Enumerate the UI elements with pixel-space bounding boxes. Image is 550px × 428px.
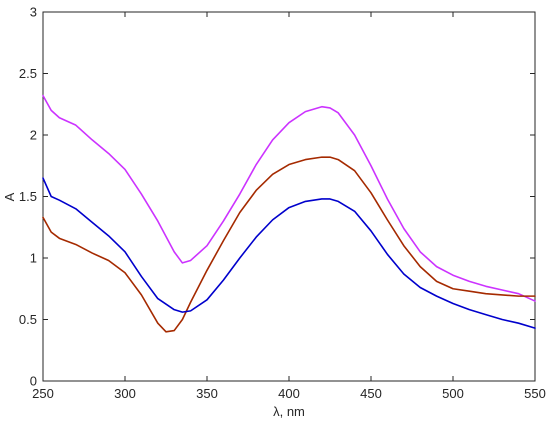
x-tick-label: 450 [360,386,382,401]
series-line-1 [42,94,536,302]
y-tick-label: 2 [30,128,37,143]
plot-frame [42,11,536,382]
x-tick-label: 500 [442,386,464,401]
y-tick-label: 3 [30,5,37,20]
x-tick-label: 250 [32,386,54,401]
x-tick-label: 300 [114,386,136,401]
x-tick-label: 550 [524,386,546,401]
series-line-2 [42,156,536,333]
y-tick-label: 1 [30,251,37,266]
x-axis-label: λ, nm [273,404,305,419]
y-tick-label: 2.5 [19,66,37,81]
series-line-3 [42,177,536,329]
y-tick-label: 0.5 [19,312,37,327]
x-tick-label: 400 [278,386,300,401]
axes: 250 300 350 400 450 500 550 0 0.5 1 1.5 2 2.5 3 [19,5,546,402]
y-tick-label: 0 [30,374,37,389]
series-group [42,94,536,333]
y-tick-label: 1.5 [19,189,37,204]
x-tick-label: 350 [196,386,218,401]
y-axis-label: A [2,192,17,201]
